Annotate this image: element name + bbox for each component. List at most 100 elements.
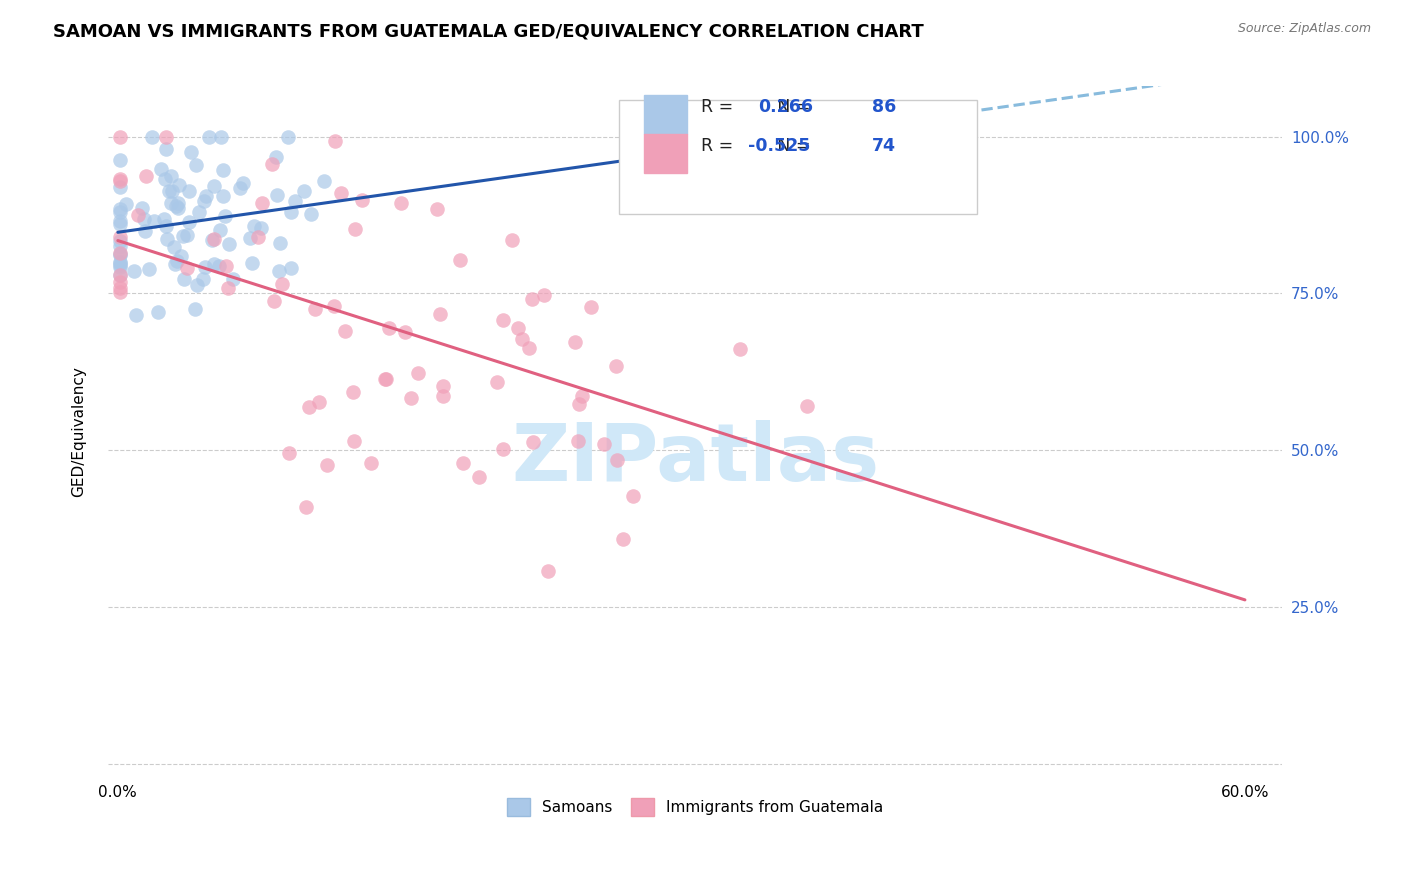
- Point: [165, 199, 187, 213]
- Point: [108, 172, 131, 186]
- Point: [108, 174, 131, 188]
- Point: [564, 334, 586, 349]
- Point: [450, 253, 472, 268]
- Point: [184, 158, 207, 172]
- Point: [214, 209, 236, 223]
- Point: [153, 172, 176, 186]
- Point: [208, 259, 231, 273]
- Point: [568, 396, 591, 410]
- Point: [432, 389, 454, 403]
- Point: [485, 375, 508, 389]
- Point: [605, 359, 627, 374]
- Point: [394, 326, 416, 340]
- Point: [108, 247, 131, 261]
- Point: [166, 195, 188, 210]
- FancyBboxPatch shape: [644, 134, 688, 173]
- Point: [108, 285, 131, 299]
- Point: [730, 342, 752, 356]
- Point: [150, 162, 173, 177]
- Point: [167, 201, 190, 215]
- Point: [108, 259, 131, 273]
- Point: [131, 201, 153, 215]
- Point: [215, 259, 238, 273]
- Point: [299, 207, 322, 221]
- Point: [316, 458, 339, 472]
- Point: [134, 224, 156, 238]
- Point: [155, 142, 177, 156]
- Point: [510, 333, 533, 347]
- Point: [108, 180, 131, 194]
- Point: [533, 287, 555, 301]
- Point: [247, 230, 270, 244]
- Point: [492, 313, 515, 327]
- Text: ZIPatlas: ZIPatlas: [512, 420, 880, 498]
- Point: [198, 129, 221, 144]
- Point: [176, 260, 198, 275]
- Point: [127, 208, 149, 222]
- Point: [155, 219, 177, 234]
- Point: [426, 202, 449, 216]
- Point: [138, 262, 160, 277]
- Point: [343, 434, 366, 448]
- Point: [187, 205, 209, 219]
- Point: [522, 435, 544, 450]
- Text: R =        N =: R = N =: [702, 137, 838, 155]
- Point: [278, 446, 301, 460]
- Point: [322, 299, 344, 313]
- Point: [350, 193, 373, 207]
- Point: [160, 169, 183, 184]
- Text: SAMOAN VS IMMIGRANTS FROM GUATEMALA GED/EQUIVALENCY CORRELATION CHART: SAMOAN VS IMMIGRANTS FROM GUATEMALA GED/…: [53, 22, 924, 40]
- Point: [108, 256, 131, 270]
- Point: [162, 239, 184, 253]
- Point: [167, 178, 190, 192]
- Point: [308, 395, 330, 409]
- Y-axis label: GED/Equivalency: GED/Equivalency: [72, 366, 86, 497]
- Point: [329, 186, 352, 200]
- Point: [579, 300, 602, 314]
- Point: [108, 239, 131, 253]
- Point: [242, 219, 264, 234]
- Point: [239, 231, 262, 245]
- Point: [172, 228, 194, 243]
- Text: -0.525: -0.525: [748, 137, 811, 155]
- Point: [492, 442, 515, 457]
- Point: [406, 366, 429, 380]
- Point: [122, 264, 145, 278]
- Point: [374, 372, 396, 386]
- Point: [108, 153, 131, 167]
- Point: [156, 232, 179, 246]
- Point: [153, 212, 176, 227]
- Point: [108, 205, 131, 219]
- Point: [269, 264, 291, 278]
- FancyBboxPatch shape: [619, 100, 977, 214]
- Text: 86: 86: [872, 98, 896, 116]
- Point: [263, 293, 285, 308]
- Point: [108, 254, 131, 268]
- Point: [593, 436, 616, 450]
- Point: [612, 532, 634, 546]
- Point: [517, 342, 540, 356]
- Point: [176, 228, 198, 243]
- Point: [796, 399, 818, 413]
- Legend: Samoans, Immigrants from Guatemala: Samoans, Immigrants from Guatemala: [499, 791, 891, 823]
- Point: [170, 249, 193, 263]
- Point: [166, 254, 188, 268]
- Point: [193, 194, 215, 209]
- Point: [202, 232, 225, 246]
- Point: [304, 301, 326, 316]
- Point: [567, 434, 589, 449]
- Point: [429, 307, 451, 321]
- Point: [374, 372, 396, 386]
- Text: R =        N =: R = N =: [702, 98, 838, 116]
- Point: [314, 174, 336, 188]
- Point: [229, 181, 252, 195]
- Point: [250, 221, 273, 235]
- Point: [108, 281, 131, 295]
- Point: [184, 301, 207, 316]
- Point: [159, 196, 181, 211]
- Point: [280, 204, 302, 219]
- Point: [180, 145, 202, 159]
- Point: [222, 272, 245, 286]
- Point: [325, 134, 347, 148]
- Point: [633, 144, 655, 158]
